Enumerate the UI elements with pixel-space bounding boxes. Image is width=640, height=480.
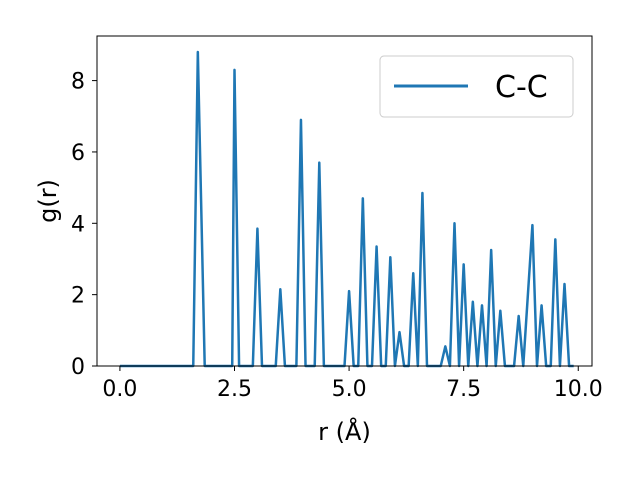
y-axis-ticks: 0 2 4 6 8 (71, 70, 97, 380)
y-axis-label: g(r) (34, 179, 62, 223)
x-tick-label: 2.5 (217, 377, 252, 402)
y-tick-label: 4 (71, 212, 85, 237)
y-tick-label: 2 (71, 284, 85, 309)
y-tick-label: 6 (71, 141, 85, 166)
legend-box (379, 55, 574, 118)
x-tick-label: 7.5 (446, 377, 481, 402)
y-tick-label: 8 (71, 70, 85, 95)
legend: C-C (379, 55, 574, 118)
x-axis-ticks: 0.0 2.5 5.0 7.5 10.0 (102, 366, 603, 402)
x-tick-label: 0.0 (102, 377, 137, 402)
y-tick-label: 0 (71, 355, 85, 380)
legend-label: C-C (495, 70, 548, 105)
x-tick-label: 5.0 (332, 377, 367, 402)
x-axis-label: r (Å) (318, 417, 371, 446)
x-tick-label: 10.0 (554, 377, 603, 402)
axes-frame (96, 35, 593, 367)
